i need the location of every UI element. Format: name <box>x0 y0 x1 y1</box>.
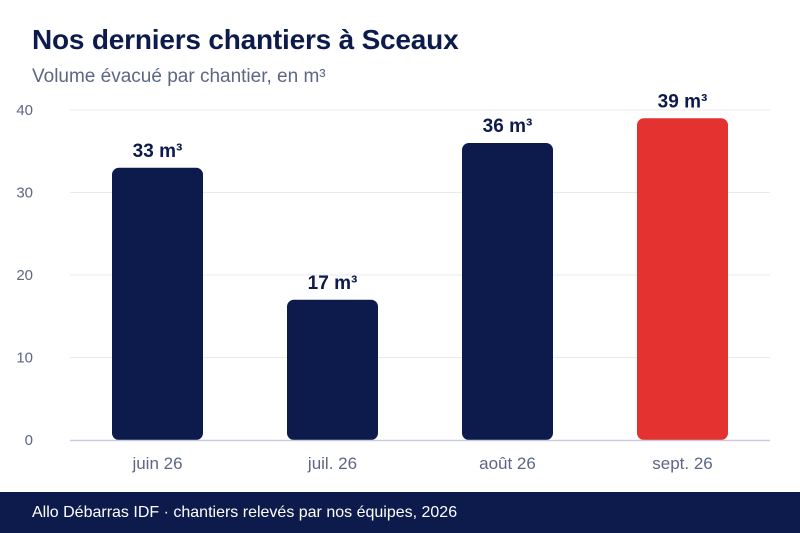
x-tick-label: juil. 26 <box>307 454 357 473</box>
y-tick-label: 40 <box>16 102 33 119</box>
bar-sept-26 <box>637 118 728 440</box>
bar-value-label: 33 m³ <box>133 141 183 162</box>
value-labels: 33 m³ 17 m³ 36 m³ 39 m³ <box>133 91 708 294</box>
x-tick-label: sept. 26 <box>652 454 713 473</box>
bar-juil-26 <box>287 299 378 440</box>
y-tick-label: 20 <box>16 267 33 284</box>
x-tick-label: août 26 <box>479 454 536 473</box>
bar-value-label: 17 m³ <box>308 273 358 294</box>
chart-title: Nos derniers chantiers à Sceaux <box>32 24 459 55</box>
y-tick-label: 30 <box>16 185 33 202</box>
x-tick-labels: juin 26 juil. 26 août 26 sept. 26 <box>131 454 712 473</box>
bar-value-label: 39 m³ <box>658 91 708 112</box>
bar-ao-t-26 <box>462 143 553 440</box>
bars <box>112 118 728 440</box>
bar-value-label: 36 m³ <box>483 116 533 137</box>
y-tick-labels: 0 10 20 30 40 <box>16 102 33 449</box>
source-footer: Allo Débarras IDF · chantiers relevés pa… <box>0 492 800 533</box>
y-tick-label: 0 <box>25 432 33 449</box>
x-tick-label: juin 26 <box>131 454 182 473</box>
y-tick-label: 10 <box>16 350 33 367</box>
bar-juin-26 <box>112 167 203 440</box>
chart-subtitle: Volume évacué par chantier, en m³ <box>32 66 326 87</box>
